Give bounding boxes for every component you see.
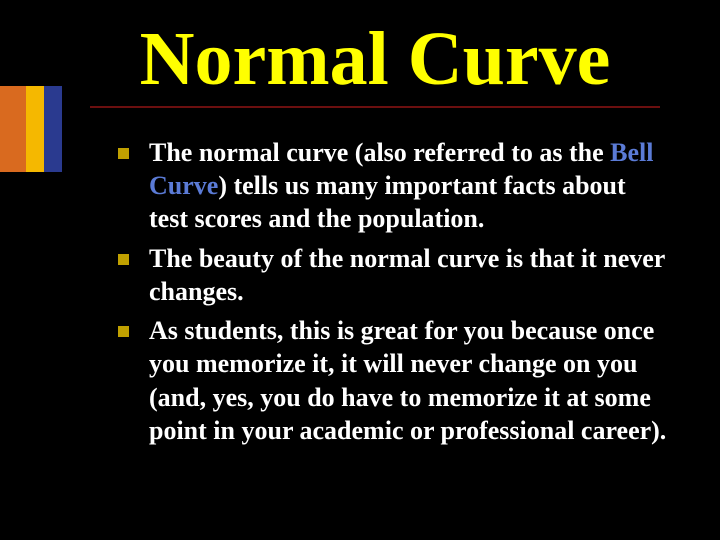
- bullet-pre: As students, this is great for you becau…: [149, 316, 666, 445]
- bullet-text: As students, this is great for you becau…: [149, 314, 670, 447]
- bullet-pre: The beauty of the normal curve is that i…: [149, 244, 665, 306]
- list-item: The beauty of the normal curve is that i…: [118, 242, 670, 309]
- bullet-post: ) tells us many important facts about te…: [149, 171, 626, 233]
- list-item: The normal curve (also referred to as th…: [118, 136, 670, 236]
- slide: Normal Curve The normal curve (also refe…: [0, 0, 720, 540]
- bullet-text: The beauty of the normal curve is that i…: [149, 242, 670, 309]
- bullet-pre: The normal curve (also referred to as th…: [149, 138, 610, 167]
- bullet-list: The normal curve (also referred to as th…: [118, 136, 670, 447]
- square-bullet-icon: [118, 148, 129, 159]
- slide-title: Normal Curve: [90, 20, 660, 108]
- square-bullet-icon: [118, 326, 129, 337]
- list-item: As students, this is great for you becau…: [118, 314, 670, 447]
- square-bullet-icon: [118, 254, 129, 265]
- bullet-text: The normal curve (also referred to as th…: [149, 136, 670, 236]
